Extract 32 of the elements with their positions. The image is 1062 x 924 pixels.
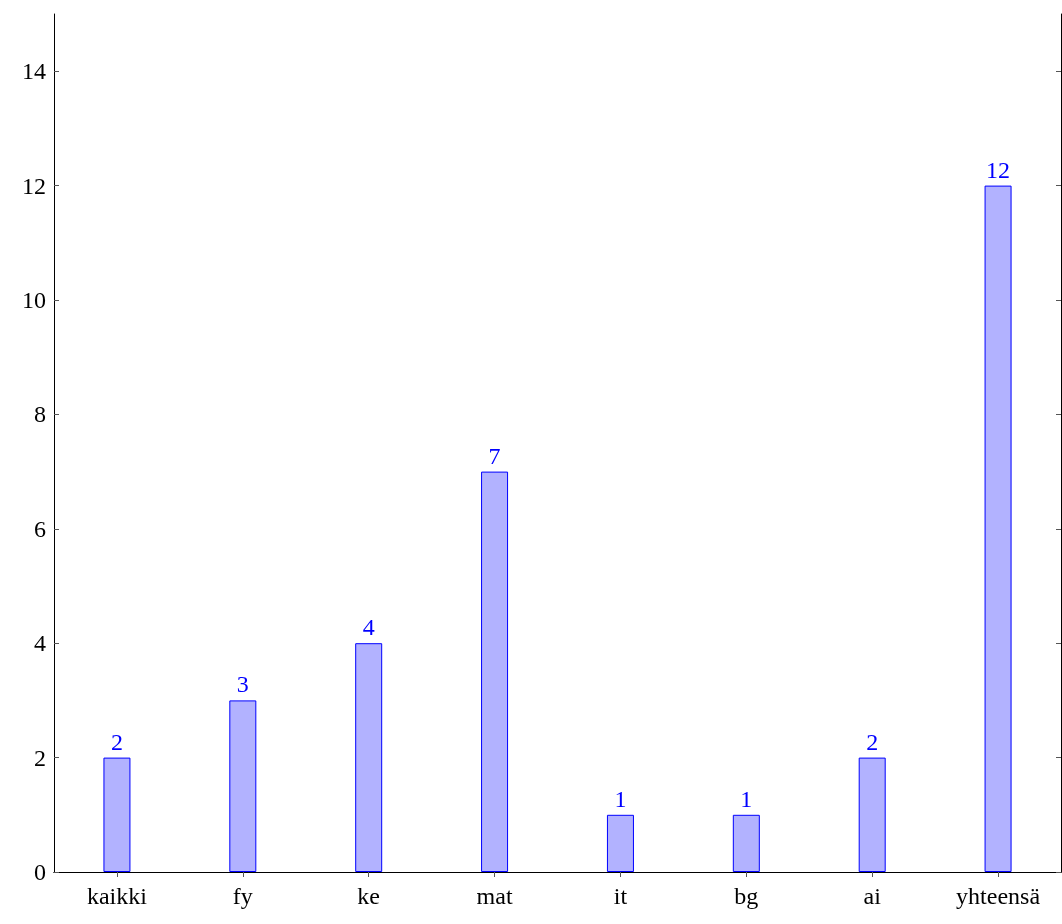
- bar: [984, 185, 1012, 872]
- bar: [229, 700, 257, 872]
- data-label: 3: [236, 671, 249, 698]
- y-tick-label: 4: [34, 630, 46, 657]
- data-label: 1: [614, 785, 627, 812]
- y-tick-label: 8: [34, 401, 46, 428]
- data-label: 2: [866, 728, 879, 755]
- x-tick-label: mat: [476, 883, 513, 909]
- bar: [103, 757, 131, 872]
- y-tick-label: 0: [34, 859, 46, 885]
- data-label: 1: [740, 785, 753, 812]
- data-label: 7: [488, 442, 501, 469]
- y-tick-label: 12: [22, 172, 46, 199]
- x-tick-label: fy: [232, 883, 253, 909]
- bar: [858, 757, 886, 872]
- data-label: 2: [110, 728, 123, 755]
- bar: [481, 471, 509, 872]
- y-tick-label: 10: [22, 287, 46, 313]
- x-tick-label: kaikki: [86, 883, 148, 909]
- data-label: 4: [362, 614, 375, 641]
- x-tick-label: ai: [863, 883, 882, 909]
- x-tick-label: bg: [734, 883, 759, 909]
- y-tick-label: 6: [34, 515, 46, 542]
- x-tick-label: yhteensä: [956, 883, 1041, 909]
- x-tick-label: ke: [357, 883, 381, 909]
- bar: [732, 814, 760, 872]
- bar: [355, 643, 383, 872]
- x-tick-label: it: [613, 883, 628, 909]
- data-label: 12: [986, 156, 1011, 183]
- bar: [606, 814, 634, 872]
- y-tick-label: 2: [34, 744, 46, 771]
- y-tick-label: 14: [22, 58, 46, 85]
